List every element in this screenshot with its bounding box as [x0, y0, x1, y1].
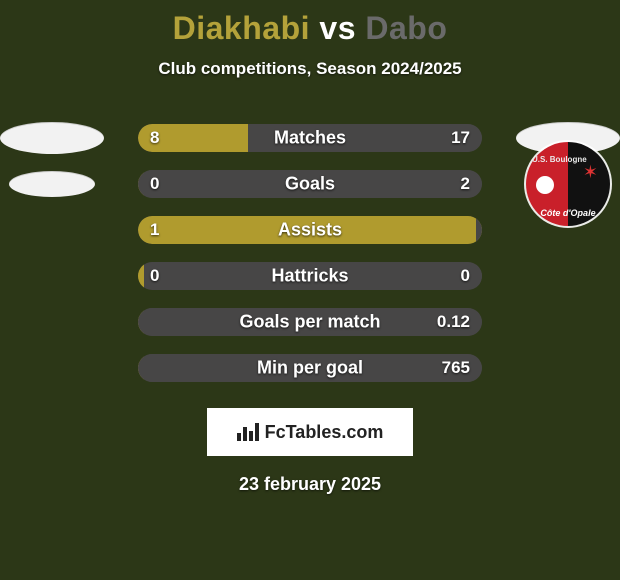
- bar-player2: [138, 308, 482, 336]
- bar-player2: [138, 354, 482, 382]
- value-player2: 2: [461, 174, 470, 194]
- comparison-chart: 817MatchesU.S. Boulogne✶Côte d'Opale02Go…: [0, 115, 620, 391]
- page-title: Diakhabi vs Dabo: [0, 0, 620, 47]
- value-player2: 0.12: [437, 312, 470, 332]
- metric-track: [138, 354, 482, 382]
- metric-track: [138, 124, 482, 152]
- branding-badge: FcTables.com: [207, 408, 413, 456]
- bar-player1: [138, 262, 144, 290]
- value-player2: 17: [451, 128, 470, 148]
- value-player1: 0: [150, 174, 159, 194]
- value-player1: 8: [150, 128, 159, 148]
- player1-club-placeholder: [0, 161, 104, 207]
- metric-row: 00Hattricks: [0, 253, 620, 299]
- metric-track: [138, 262, 482, 290]
- bar-player2: [248, 124, 482, 152]
- value-player1: 0: [150, 266, 159, 286]
- ellipse-icon: [0, 122, 104, 154]
- title-player1: Diakhabi: [173, 10, 310, 46]
- chart-icon: [237, 423, 259, 441]
- player1-avatar-placeholder: [0, 115, 104, 161]
- metric-track: [138, 216, 482, 244]
- metric-row: 765Min per goal: [0, 345, 620, 391]
- date-label: 23 february 2025: [0, 474, 620, 495]
- subtitle: Club competitions, Season 2024/2025: [0, 59, 620, 79]
- bar-player2: [476, 216, 482, 244]
- metric-track: [138, 170, 482, 198]
- ellipse-icon: [9, 171, 95, 197]
- footer: FcTables.com 23 february 2025: [0, 392, 620, 495]
- bar-player2: [138, 170, 482, 198]
- branding-text: FcTables.com: [265, 422, 384, 443]
- metric-track: [138, 308, 482, 336]
- metric-row: U.S. Boulogne✶Côte d'Opale02Goals: [0, 161, 620, 207]
- comparison-infographic: Diakhabi vs Dabo Club competitions, Seas…: [0, 0, 620, 580]
- metric-row: 0.12Goals per match: [0, 299, 620, 345]
- metric-row: 1Assists: [0, 207, 620, 253]
- bar-player2: [476, 262, 482, 290]
- value-player2: 765: [442, 358, 470, 378]
- title-vs: vs: [319, 10, 356, 46]
- bar-player1: [138, 216, 482, 244]
- value-player1: 1: [150, 220, 159, 240]
- value-player2: 0: [461, 266, 470, 286]
- title-player2: Dabo: [365, 10, 447, 46]
